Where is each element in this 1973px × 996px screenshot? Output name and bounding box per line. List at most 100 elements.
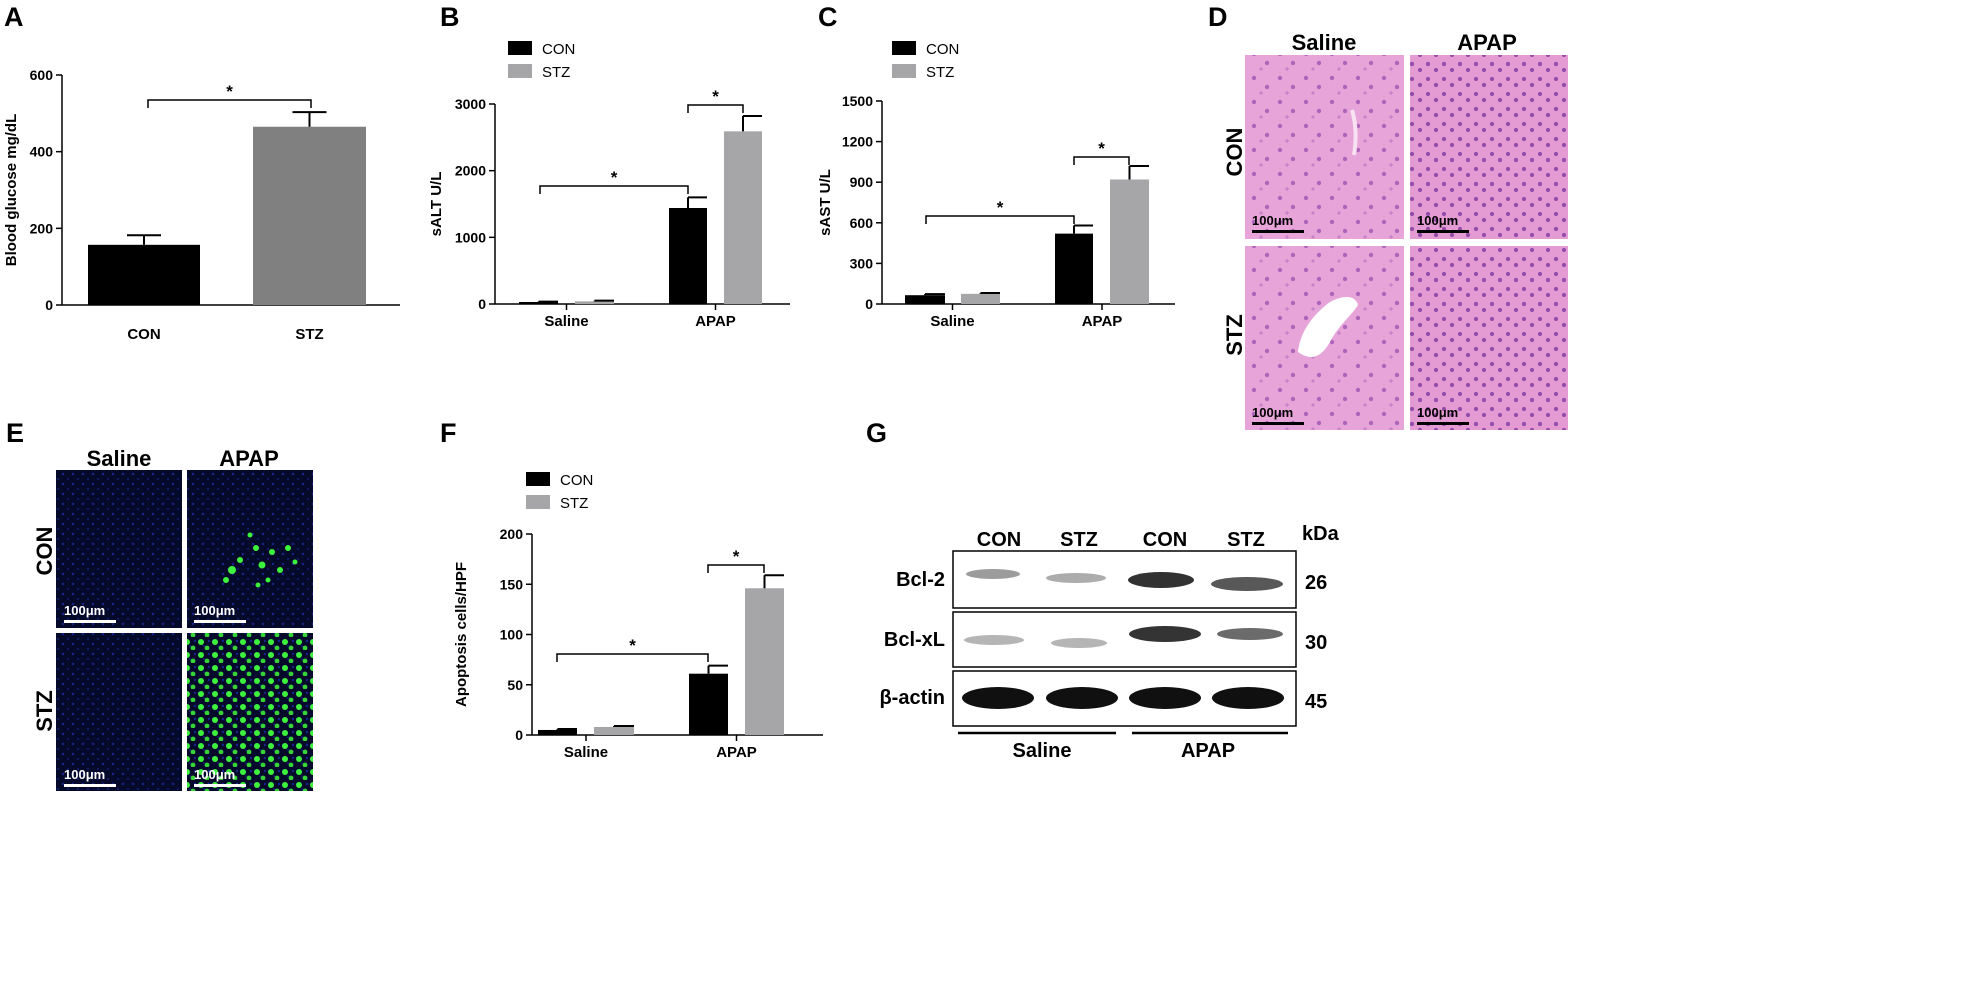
y-tick-label: 400 <box>30 144 54 160</box>
y-tick-label: 300 <box>850 255 874 271</box>
panel-e-col-apap: APAP <box>219 446 279 471</box>
bar-saline-con <box>538 729 577 735</box>
panel-e-fluorescence: Saline APAP CON STZ 100μm 100μm 100μm 10… <box>32 446 313 791</box>
y-axis-label: sALT U/L <box>428 172 445 237</box>
protein-label-bclxl: Bcl-xL <box>884 629 945 651</box>
x-tick-label: STZ <box>295 326 323 343</box>
significance-star: * <box>712 87 719 106</box>
bar-con <box>88 244 200 305</box>
bar-apap-con <box>689 673 728 735</box>
y-tick-label: 1200 <box>842 134 873 150</box>
y-tick-label: 200 <box>500 526 524 542</box>
panel-d-col-apap: APAP <box>1457 30 1517 55</box>
chart-c-sast: 0 300 600 900 1200 1500 sAST U/L Saline APAP CON S… <box>817 41 1175 330</box>
panel-d-micrographs: Saline APAP CON STZ 100μm 100μm 100μm 10… <box>1222 30 1568 430</box>
panel-letter-d: D <box>1208 2 1228 32</box>
x-tick-label: APAP <box>695 313 736 330</box>
y-tick-label: 600 <box>850 215 874 231</box>
kda-30: 30 <box>1305 632 1327 654</box>
y-tick-label: 900 <box>850 174 874 190</box>
scalebar <box>64 620 116 623</box>
fluor-image-stz-apap <box>187 633 313 791</box>
bar-apap-con <box>669 208 707 304</box>
bands-bcl2 <box>966 569 1283 591</box>
y-tick-label: 1000 <box>455 229 486 245</box>
bands-bclxl <box>964 626 1283 648</box>
figure-svg: A B C D E F G 0 200 400 600 Blood glucose mg… <box>3 2 1568 791</box>
panel-e-row-stz: STZ <box>32 690 57 732</box>
x-tick-label: APAP <box>1082 313 1123 330</box>
chart-f-apoptosis: 0 50 100 150 200 Apoptosis cells/HPF Saline APA… <box>453 472 823 761</box>
panel-letter-g: G <box>866 418 887 448</box>
y-axis-label: sAST U/L <box>817 169 834 236</box>
kda-45: 45 <box>1305 691 1327 713</box>
scalebar-label: 100μm <box>64 603 105 618</box>
y-axis-label: Blood glucose mg/dL <box>3 114 20 267</box>
bar-apap-con <box>1055 233 1093 304</box>
he-image-con-apap <box>1410 55 1568 239</box>
y-tick-label: 50 <box>507 677 523 693</box>
he-vessel-mark <box>1350 109 1358 156</box>
he-image-con-saline <box>1245 55 1404 239</box>
x-tick-label: Saline <box>930 313 974 330</box>
scalebar <box>194 784 246 787</box>
scalebar <box>194 620 246 623</box>
panel-letter-c: C <box>818 2 838 32</box>
he-central-vein <box>1298 296 1358 357</box>
panel-d-col-saline: Saline <box>1292 30 1357 55</box>
scalebar-label: 100μm <box>1252 213 1293 228</box>
scalebar-label: 100μm <box>1252 405 1293 420</box>
significance-bracket <box>147 99 312 108</box>
significance-star: * <box>997 198 1004 217</box>
fluor-image-stz-saline <box>56 633 182 791</box>
significance-bracket <box>925 215 1075 224</box>
panel-g-western-blot: CON STZ CON STZ kDa Bcl-2 Bcl-xL β-actin <box>879 523 1339 762</box>
panel-d-row-con: CON <box>1222 128 1247 177</box>
bar-apap-stz <box>745 588 784 735</box>
fluor-positive-cluster <box>223 532 298 588</box>
bar-saline-stz <box>961 293 1000 304</box>
he-image-stz-apap <box>1410 246 1568 430</box>
protein-label-bcl2: Bcl-2 <box>896 569 945 591</box>
x-tick-label: APAP <box>716 744 757 761</box>
significance-bracket <box>687 104 744 113</box>
legend-label-con: CON <box>542 41 575 58</box>
lane-label: CON <box>1143 529 1187 551</box>
bands-actin <box>962 687 1284 709</box>
x-tick-label: Saline <box>564 744 608 761</box>
lane-label: STZ <box>1227 529 1265 551</box>
panel-d-row-stz: STZ <box>1222 314 1247 356</box>
scalebar <box>1252 230 1304 233</box>
y-tick-label: 1500 <box>842 93 873 109</box>
scalebar-label: 100μm <box>1417 213 1458 228</box>
panel-e-col-saline: Saline <box>87 446 152 471</box>
legend-swatch-con <box>508 41 532 55</box>
scalebar <box>64 784 116 787</box>
y-tick-label: 200 <box>30 220 54 236</box>
y-tick-label: 0 <box>478 296 486 312</box>
significance-bracket <box>707 564 765 573</box>
y-tick-label: 0 <box>45 297 53 313</box>
significance-bracket <box>1073 156 1130 165</box>
significance-star: * <box>733 547 740 566</box>
protein-label-actin: β-actin <box>879 687 945 709</box>
y-tick-label: 100 <box>500 627 524 643</box>
legend-swatch-con <box>892 41 916 55</box>
panel-letter-e: E <box>6 418 24 448</box>
scalebar <box>1417 230 1469 233</box>
x-tick-label: Saline <box>544 313 588 330</box>
legend-swatch-stz <box>508 64 532 78</box>
bar-saline-con <box>905 295 945 304</box>
panel-letter-a: A <box>4 2 24 32</box>
y-tick-label: 0 <box>865 296 873 312</box>
bar-saline-stz <box>575 301 614 304</box>
kda-26: 26 <box>1305 572 1327 594</box>
significance-star: * <box>226 82 233 101</box>
legend-label-con: CON <box>560 472 593 489</box>
legend-label-con: CON <box>926 41 959 58</box>
chart-a-blood-glucose: 0 200 400 600 Blood glucose mg/dL CON STZ * <box>3 67 400 343</box>
bar-saline-con <box>519 302 558 304</box>
scalebar-label: 100μm <box>1417 405 1458 420</box>
x-tick-label: CON <box>127 326 160 343</box>
significance-bracket <box>556 653 709 662</box>
